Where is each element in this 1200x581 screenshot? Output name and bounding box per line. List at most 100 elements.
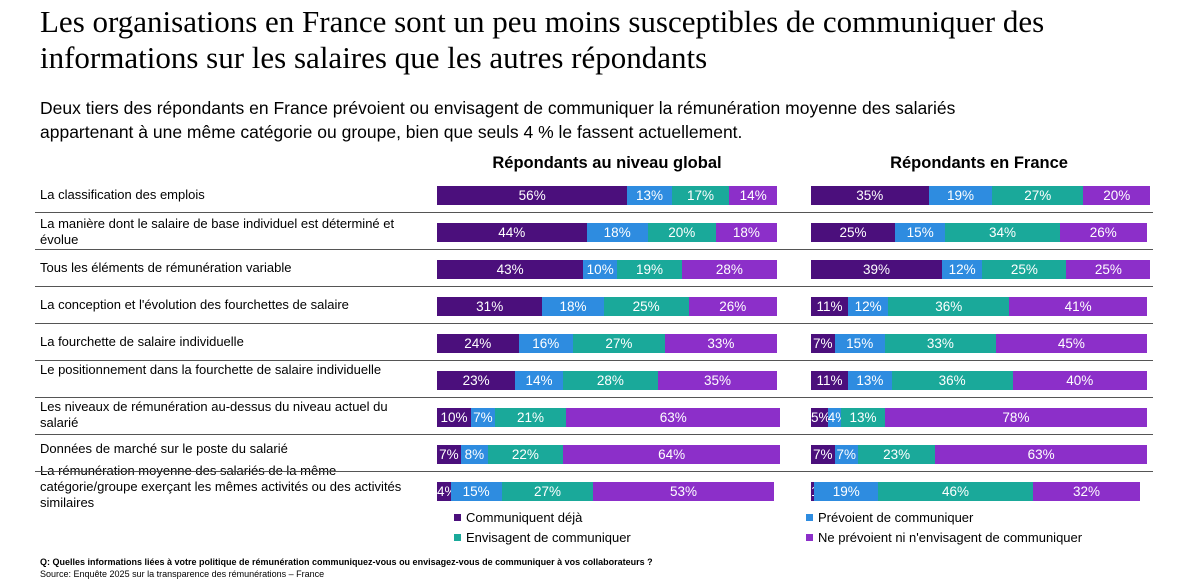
subtitle-line-2: appartenant à une même catégorie ou grou… xyxy=(40,122,743,142)
bar-segment-global-s2: 27% xyxy=(501,482,594,501)
legend-label: Communiquent déjà xyxy=(466,510,583,525)
bar-segment-france-s3: 20% xyxy=(1083,186,1151,205)
legend-item: Envisagent de communiquer xyxy=(454,530,631,546)
bar-segment-global-s3: 35% xyxy=(658,371,777,390)
bar-segment-france-s0: 11% xyxy=(811,297,848,316)
row-separator xyxy=(35,397,1153,398)
bar-segment-global-s2: 28% xyxy=(562,371,658,390)
bar-segment-france-s2: 23% xyxy=(858,445,936,464)
bar-segment-france-s1: 12% xyxy=(942,260,983,279)
bar-segment-global-s1: 7% xyxy=(471,408,495,427)
row-separator xyxy=(35,286,1153,287)
bar-segment-global-s2: 20% xyxy=(647,223,716,242)
row-separator xyxy=(35,434,1153,435)
bar-segment-global-s0: 7% xyxy=(437,445,461,464)
bar-segment-france-s1: 4% xyxy=(827,408,842,427)
bar-segment-global-s2: 25% xyxy=(603,297,689,316)
legend-swatch xyxy=(806,514,813,521)
title-line-1: Les organisations en France sont un peu … xyxy=(40,4,1045,39)
bar-segment-global-s0: 24% xyxy=(437,334,519,353)
bar-segment-global-s2: 27% xyxy=(573,334,665,353)
bar-segment-france-s1: 13% xyxy=(848,371,892,390)
row-label: La fourchette de salaire individuelle xyxy=(40,334,244,349)
chart-title: Les organisations en France sont un peu … xyxy=(40,4,1200,76)
bar-segment-france-s1: 15% xyxy=(895,223,946,242)
panel-header-global: Répondants au niveau global xyxy=(492,154,722,172)
legend-item: Prévoient de communiquer xyxy=(806,510,973,526)
row-label: La classification des emplois xyxy=(40,187,205,202)
bar-segment-global-s0: 31% xyxy=(437,297,543,316)
bar-segment-france-s2: 27% xyxy=(992,186,1084,205)
bar-segment-france-s0: 1% xyxy=(811,482,815,501)
row-label: Données de marché sur le poste du salari… xyxy=(40,441,288,456)
bar-segment-global-s3: 14% xyxy=(729,186,777,205)
footnote-source: Source: Enquête 2025 sur la transparence… xyxy=(40,569,325,579)
legend-label: Prévoient de communiquer xyxy=(818,510,974,525)
legend-label: Ne prévoient ni n'envisagent de communiq… xyxy=(818,530,1083,545)
row-label: La conception et l'évolution des fourche… xyxy=(40,297,349,312)
bar-segment-france-s0: 5% xyxy=(811,408,828,427)
bar-segment-france-s1: 19% xyxy=(928,186,993,205)
legend-swatch xyxy=(454,514,461,521)
row-label: Les niveaux de rémunération au-dessus du… xyxy=(40,399,388,430)
bar-segment-global-s2: 22% xyxy=(488,445,563,464)
title-line-2: informations sur les salaires que les au… xyxy=(40,40,708,75)
bar-segment-global-s3: 53% xyxy=(593,482,774,501)
bar-segment-global-s2: 19% xyxy=(617,260,682,279)
bar-segment-global-s0: 56% xyxy=(437,186,628,205)
bar-segment-france-s3: 63% xyxy=(935,445,1147,464)
bar-segment-france-s3: 40% xyxy=(1012,371,1147,390)
bar-segment-global-s1: 16% xyxy=(518,334,573,353)
bar-segment-france-s2: 34% xyxy=(945,223,1060,242)
bar-segment-global-s3: 26% xyxy=(688,297,777,316)
row-label: Le positionnement dans la fourchette de … xyxy=(40,362,382,377)
bar-segment-france-s1: 12% xyxy=(848,297,889,316)
row-label: La rémunération moyenne des salariés de … xyxy=(40,463,402,510)
bar-segment-france-s0: 7% xyxy=(811,445,835,464)
legend-swatch xyxy=(454,534,461,541)
bar-segment-global-s1: 13% xyxy=(627,186,672,205)
bar-segment-france-s3: 45% xyxy=(995,334,1147,353)
panel-header-france: Répondants en France xyxy=(890,154,1068,172)
bar-segment-global-s2: 17% xyxy=(671,186,730,205)
legend-label: Envisagent de communiquer xyxy=(466,530,631,545)
row-separator xyxy=(35,471,1153,472)
bar-segment-global-s1: 8% xyxy=(460,445,488,464)
bar-segment-france-s2: 25% xyxy=(982,260,1067,279)
bar-segment-france-s1: 15% xyxy=(834,334,885,353)
bar-segment-france-s2: 36% xyxy=(888,297,1010,316)
bar-segment-france-s2: 13% xyxy=(841,408,885,427)
bar-segment-global-s3: 63% xyxy=(566,408,781,427)
bar-segment-france-s2: 36% xyxy=(891,371,1013,390)
bar-segment-france-s1: 19% xyxy=(814,482,879,501)
bar-segment-global-s0: 43% xyxy=(437,260,584,279)
bar-segment-global-s0: 23% xyxy=(437,371,516,390)
bar-segment-global-s1: 10% xyxy=(583,260,618,279)
bar-segment-france-s3: 78% xyxy=(884,408,1147,427)
legend-item: Communiquent déjà xyxy=(454,510,582,526)
bar-segment-france-s0: 25% xyxy=(811,223,895,242)
bar-segment-global-s1: 14% xyxy=(515,371,563,390)
legend-item: Ne prévoient ni n'envisagent de communiq… xyxy=(806,530,1082,546)
bar-segment-global-s3: 64% xyxy=(562,445,781,464)
row-separator xyxy=(35,360,1153,361)
legend-swatch xyxy=(806,534,813,541)
bar-segment-global-s0: 44% xyxy=(437,223,587,242)
bar-segment-global-s1: 15% xyxy=(450,482,502,501)
row-separator xyxy=(35,249,1153,250)
subtitle-line-1: Deux tiers des répondants en France prév… xyxy=(40,98,956,118)
bar-segment-global-s3: 18% xyxy=(715,223,777,242)
bar-segment-global-s1: 18% xyxy=(586,223,648,242)
bar-segment-france-s3: 32% xyxy=(1032,482,1141,501)
bar-segment-france-s2: 33% xyxy=(884,334,996,353)
row-separator xyxy=(35,323,1153,324)
chart-subtitle: Deux tiers des répondants en France prév… xyxy=(40,96,1180,144)
bar-segment-france-s3: 25% xyxy=(1066,260,1151,279)
bar-segment-global-s0: 4% xyxy=(437,482,451,501)
row-label: Tous les éléments de rémunération variab… xyxy=(40,260,292,275)
bar-segment-global-s0: 10% xyxy=(437,408,471,427)
bar-segment-france-s3: 41% xyxy=(1009,297,1147,316)
bar-segment-france-s0: 7% xyxy=(811,334,835,353)
bar-segment-france-s0: 35% xyxy=(811,186,929,205)
row-separator xyxy=(35,212,1153,213)
